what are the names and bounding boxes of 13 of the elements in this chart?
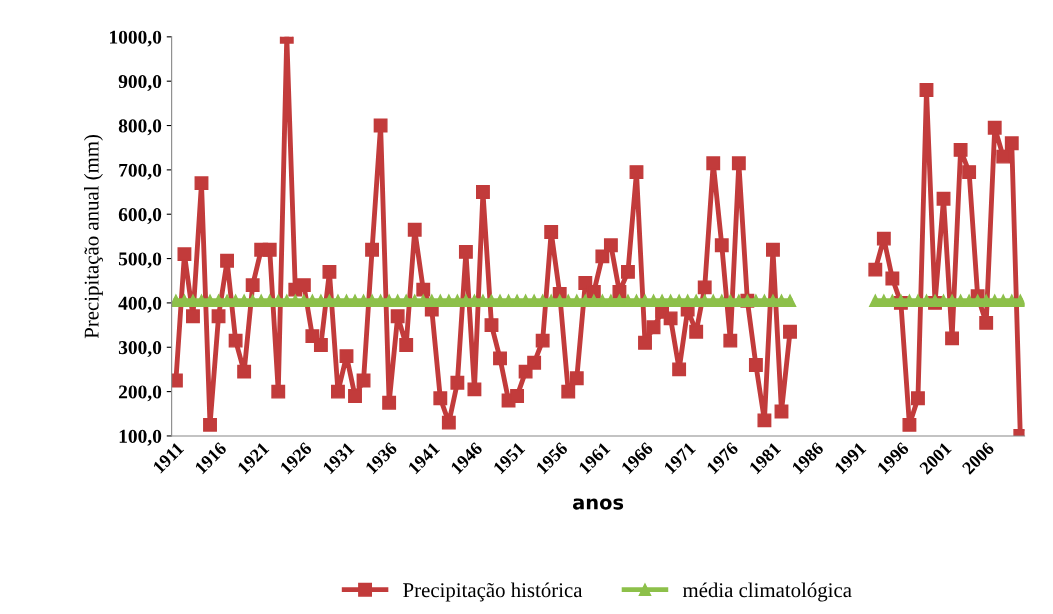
y-tick-label: 1000,0 bbox=[110, 30, 162, 47]
y-tick-label: 300,0 bbox=[118, 341, 162, 358]
legend-label: média climatológica bbox=[682, 582, 852, 602]
y-tick-label: 200,0 bbox=[118, 385, 162, 402]
y-tick-label: 900,0 bbox=[118, 75, 162, 91]
y-tick-label: 600,0 bbox=[118, 208, 162, 224]
legend-label: Precipitação histórica bbox=[403, 582, 583, 602]
y-tick-label: 400,0 bbox=[118, 296, 162, 313]
y-axis-title: Precipitação anual (mm) bbox=[84, 134, 103, 339]
y-tick-label: 500,0 bbox=[118, 252, 162, 269]
y-tick-label: 700,0 bbox=[119, 163, 162, 180]
x-axis-title: anos bbox=[572, 498, 624, 510]
y-tick-label: 800,0 bbox=[118, 119, 162, 136]
